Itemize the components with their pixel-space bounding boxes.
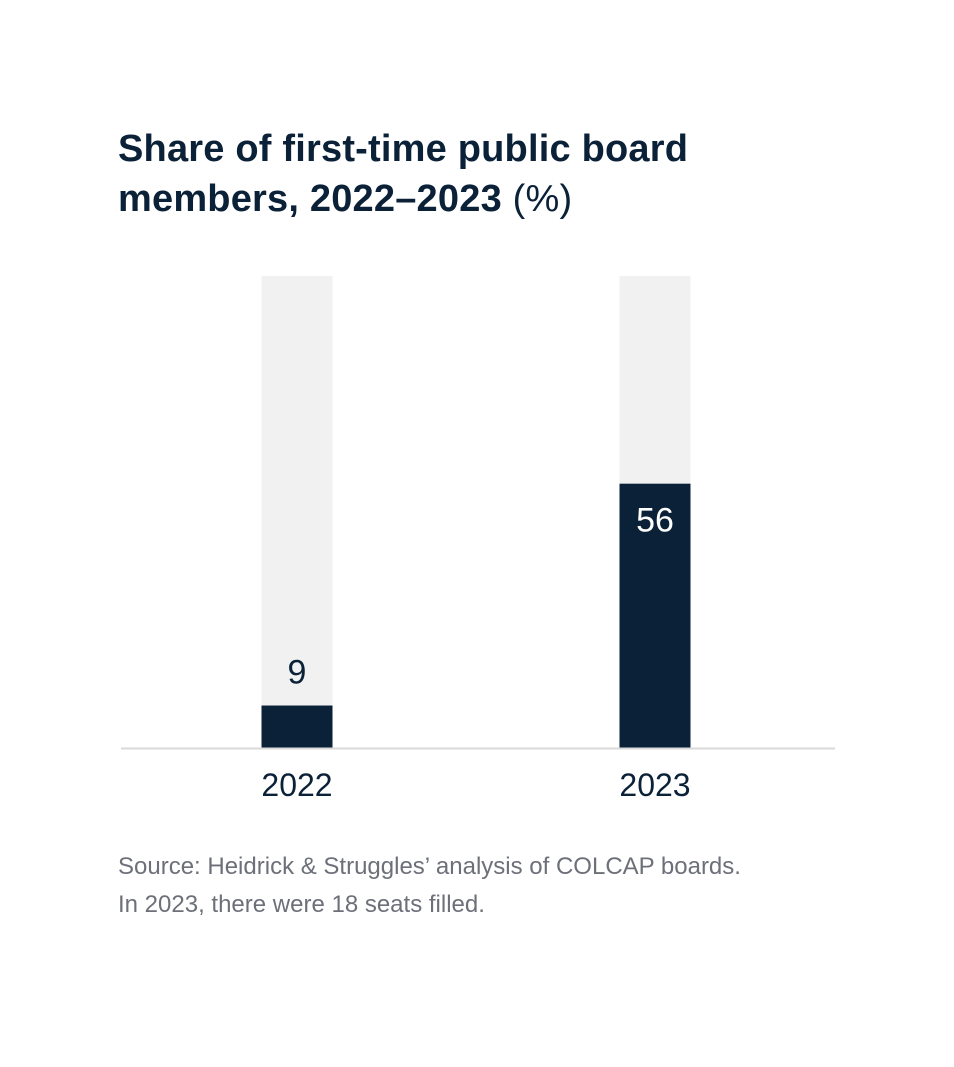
chart-title-text: Share of first-time public board members…: [118, 128, 689, 220]
bar-2023: [619, 483, 691, 748]
x-tick-label-2022: 2022: [261, 767, 332, 803]
chart-title-unit: (%): [512, 178, 573, 220]
source-note: Source: Heidrick & Struggles’ analysis o…: [118, 848, 838, 924]
source-line-2: In 2023, there were 18 seats filled.: [118, 891, 485, 918]
chart-title: Share of first-time public board members…: [118, 124, 818, 224]
bar-track-2022: [261, 276, 333, 748]
source-line-1: Source: Heidrick & Struggles’ analysis o…: [118, 853, 741, 880]
data-label-2022: 9: [288, 654, 307, 692]
data-label-2023: 56: [636, 502, 674, 540]
bar-2022: [261, 705, 333, 748]
x-tick-label-2023: 2023: [619, 767, 690, 803]
